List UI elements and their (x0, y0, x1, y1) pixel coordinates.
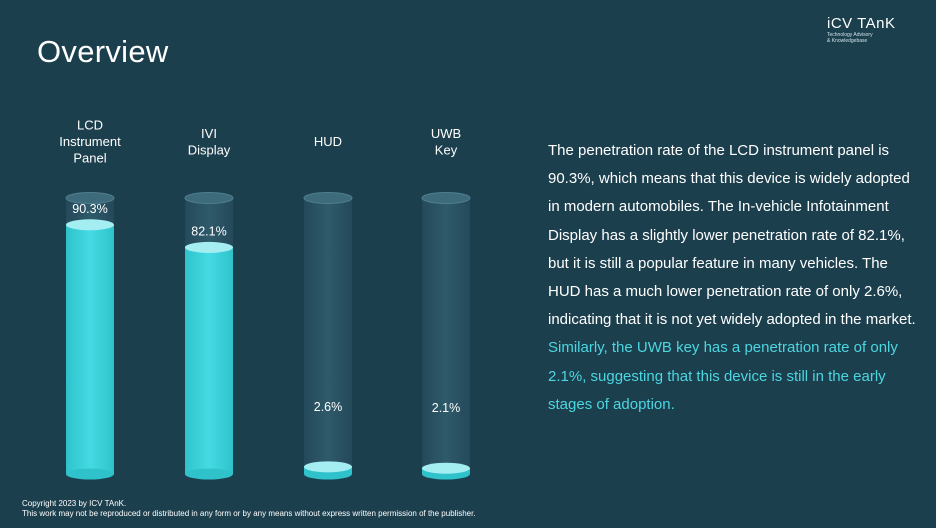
logo-name: iCV TAnK (827, 15, 896, 32)
bar-cap (185, 241, 233, 253)
bar-cap (304, 461, 352, 473)
bar-cap (66, 219, 114, 231)
bar-track-rim (65, 192, 115, 204)
logo-tagline-2: & Knowledgebase (827, 38, 868, 44)
footer: Copyright 2023 by ICV TAnK. This work ma… (22, 499, 476, 519)
description-part1: The penetration rate of the LCD instrume… (548, 142, 916, 329)
bar (185, 247, 233, 474)
description-text: The penetration rate of the LCD instrume… (548, 137, 918, 419)
bar (66, 224, 114, 474)
copyright-text: Copyright 2023 by ICV TAnK. (22, 499, 127, 508)
data-label: 2.6% (314, 400, 343, 414)
bar-cap (422, 462, 470, 474)
category-label: Panel (73, 151, 106, 166)
data-label: 82.1% (191, 224, 226, 238)
data-label: 2.1% (432, 401, 461, 415)
category-label: HUD (314, 134, 342, 149)
description-part2-highlight: Similarly, the UWB key has a penetration… (548, 339, 898, 413)
bar-track-rim (303, 192, 353, 204)
bar-track-rim (421, 192, 471, 204)
bar-track (422, 198, 470, 474)
category-label: Instrument (59, 134, 121, 149)
bar-bottom (66, 468, 114, 480)
logo-tagline-1: Technology Advisory (827, 32, 873, 38)
category-label: Key (435, 142, 458, 157)
page-title: Overview (37, 34, 169, 69)
logo: iCV TAnK Technology Advisory & Knowledge… (827, 15, 896, 45)
category-label: UWB (431, 126, 461, 141)
bar-bottom (185, 468, 233, 480)
bar-track-rim (184, 192, 234, 204)
category-label: Display (188, 142, 231, 157)
disclaimer-text: This work may not be reproduced or distr… (22, 509, 476, 518)
category-label: LCD (77, 118, 103, 133)
data-label: 90.3% (72, 202, 107, 216)
bar-track (304, 198, 352, 474)
category-label: IVI (201, 126, 217, 141)
